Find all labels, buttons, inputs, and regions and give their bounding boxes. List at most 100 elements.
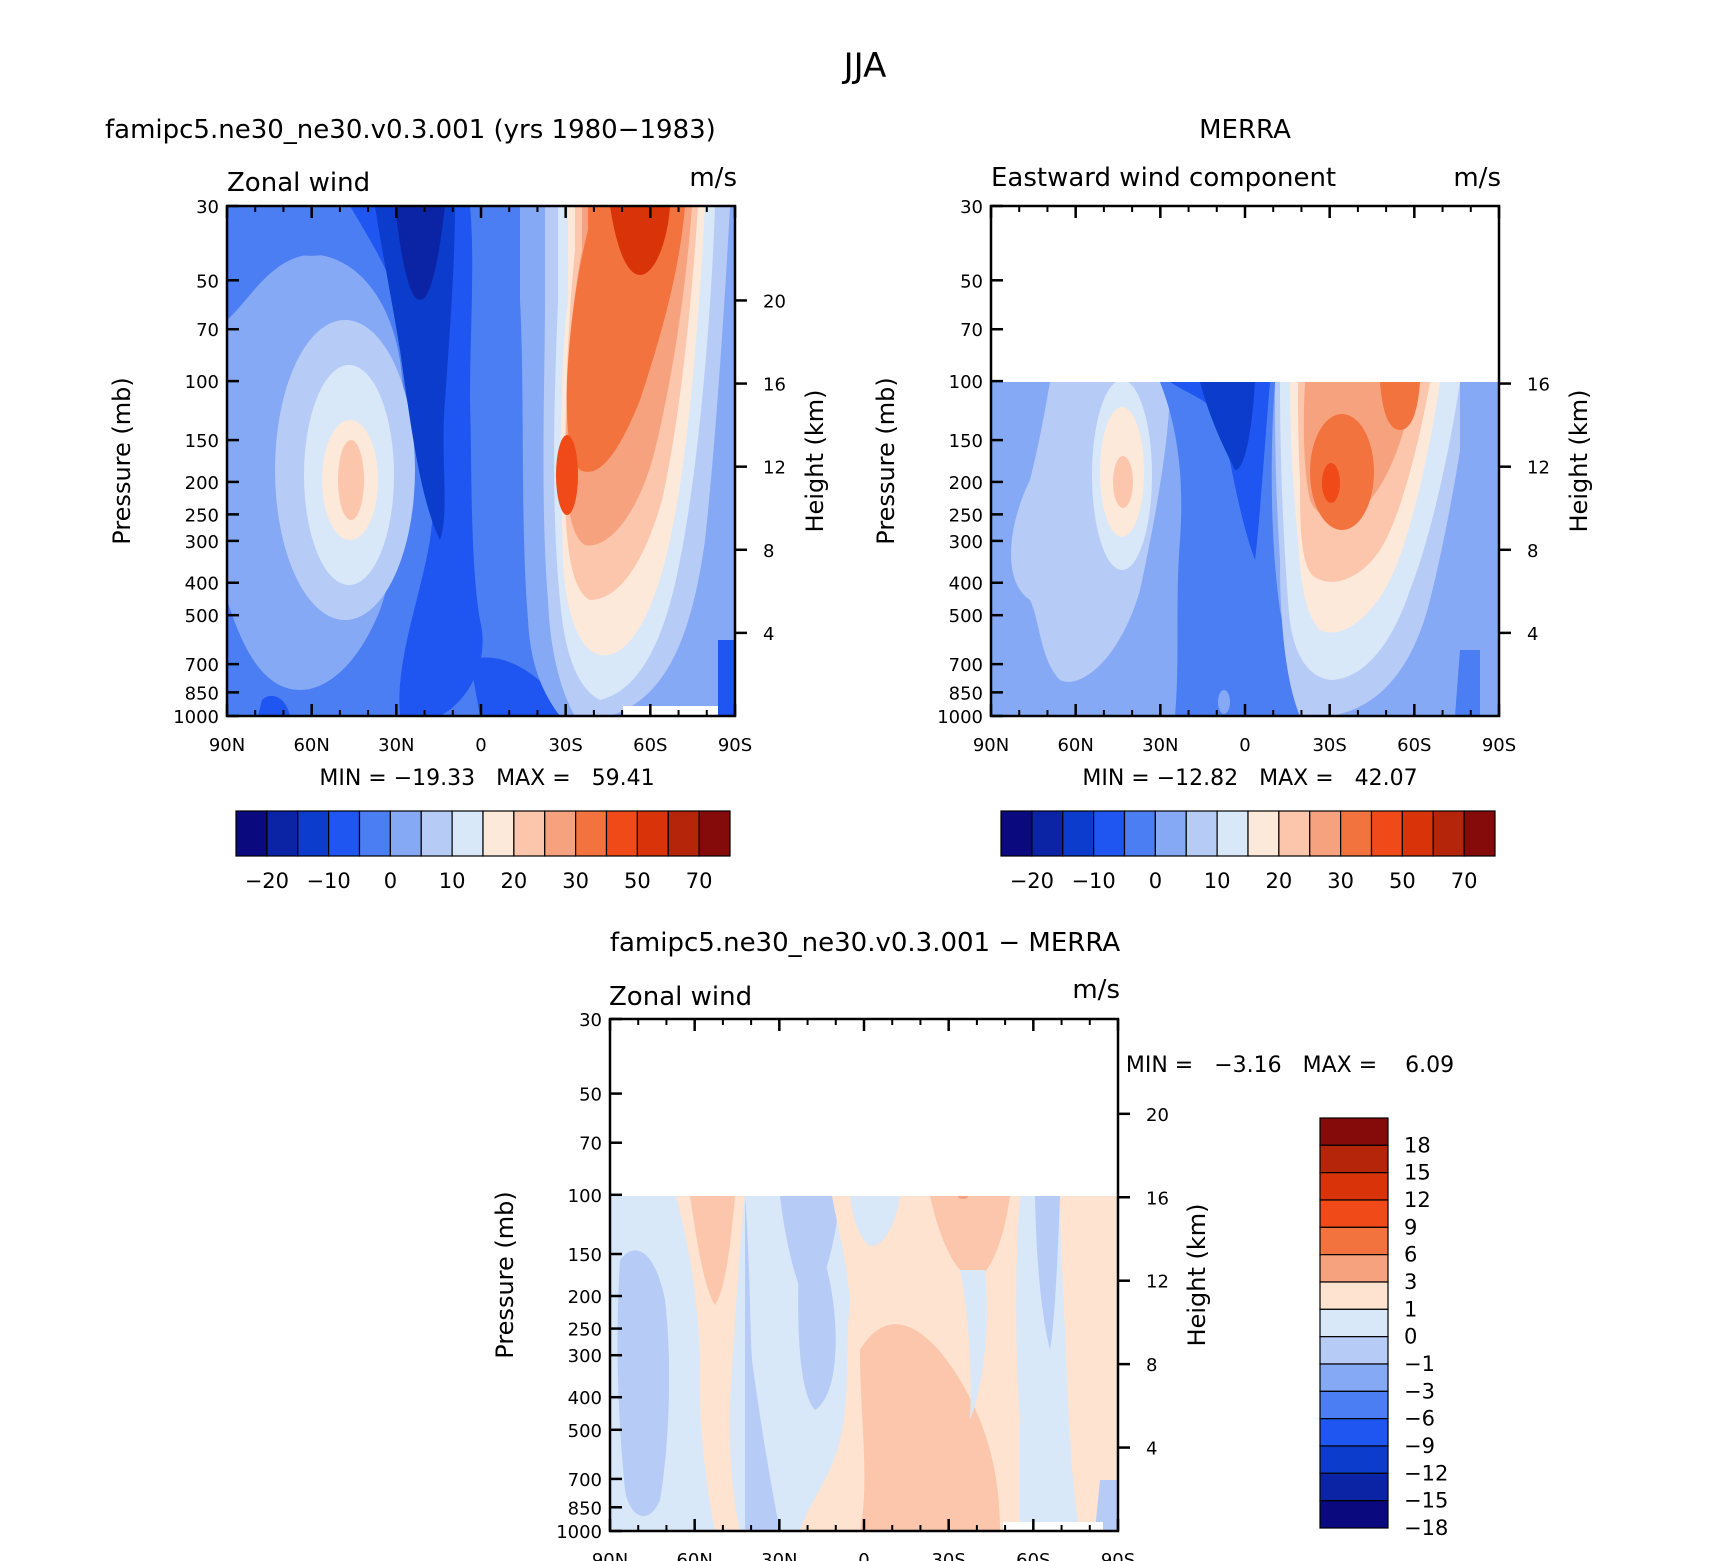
- colorbar-label: 9: [1404, 1215, 1417, 1239]
- colorbar-swatch: [1319, 1390, 1389, 1420]
- colorbar-label: 30: [562, 869, 589, 893]
- panel-diff-ylabel: Pressure (mb): [491, 1191, 519, 1358]
- y2-tick-label: 4: [763, 624, 774, 645]
- colorbar-swatch: [1062, 810, 1095, 857]
- y2-tick-label: 8: [1146, 1355, 1157, 1376]
- panel-diff-variable-label: Zonal wind: [609, 982, 752, 1012]
- colorbar-swatch: [1247, 810, 1280, 857]
- y2-tick-label: 8: [1527, 541, 1538, 562]
- panel-model-title: famipc5.ne30_ne30.v0.3.001 (yrs 1980−198…: [105, 115, 716, 145]
- figure-title: JJA: [842, 46, 887, 86]
- y2-tick-label: 16: [763, 375, 786, 396]
- y-tick-label: 300: [568, 1346, 602, 1367]
- colorbar-label: −1: [1404, 1352, 1435, 1376]
- colorbar-swatch: [1319, 1418, 1389, 1447]
- y-tick-label: 400: [185, 574, 219, 595]
- y2-tick-label: 12: [763, 458, 786, 479]
- colorbar-swatch: [328, 810, 361, 857]
- colorbar-label: −20: [245, 869, 289, 893]
- colorbar-label: −6: [1404, 1407, 1435, 1431]
- colorbar-swatch: [1154, 810, 1187, 857]
- x-tick-label: 30S: [931, 1550, 965, 1561]
- colorbar-swatch: [1123, 810, 1156, 857]
- y2-tick-label: 20: [763, 291, 786, 312]
- colorbar-swatch: [1093, 810, 1126, 857]
- panel-model-contours: [227, 206, 735, 716]
- y2-tick-label: 16: [1527, 375, 1550, 396]
- x-tick-label: 0: [1239, 735, 1250, 756]
- colorbar-label: −18: [1404, 1516, 1448, 1540]
- colorbar-swatch: [1401, 810, 1434, 857]
- y-tick-label: 500: [568, 1421, 602, 1442]
- x-tick-label: 60S: [1397, 735, 1431, 756]
- panel-model-variable-label: Zonal wind: [227, 168, 370, 198]
- panel-diff: famipc5.ne30_ne30.v0.3.001 − MERRA Zonal…: [491, 928, 1454, 1561]
- panel-model-y2label: Height (km): [801, 390, 829, 533]
- y-tick-label: 200: [949, 473, 983, 494]
- panel-model-axes: 90N 60N 30N 0 30S 60S 90S 30 50 70 100 150 200 250 300…: [173, 197, 786, 756]
- panel-model-ylabel: Pressure (mb): [108, 377, 136, 544]
- colorbar-label: 6: [1404, 1243, 1417, 1267]
- y-tick-label: 850: [568, 1498, 602, 1519]
- colorbar-swatch: [482, 810, 515, 857]
- y-tick-label: 150: [949, 431, 983, 452]
- colorbar-swatch: [1319, 1254, 1389, 1283]
- colorbar-swatch: [1319, 1445, 1389, 1474]
- colorbar-label: 0: [1404, 1325, 1417, 1349]
- y-tick-label: 700: [949, 655, 983, 676]
- panel-diff-units: m/s: [1072, 975, 1120, 1005]
- colorbar-swatch: [1319, 1336, 1389, 1365]
- colorbar-swatch: [358, 810, 391, 857]
- x-tick-label: 60N: [1057, 735, 1093, 756]
- colorbar-swatch: [667, 810, 700, 857]
- y-tick-label: 700: [568, 1470, 602, 1491]
- panel-obs-variable-label: Eastward wind component: [991, 163, 1336, 193]
- panel-obs-ylabel: Pressure (mb): [872, 377, 900, 544]
- panel-obs: MERRA Eastward wind component m/s: [872, 115, 1593, 893]
- y2-tick-label: 16: [1146, 1188, 1169, 1209]
- colorbar-label: 30: [1327, 869, 1354, 893]
- colorbar-swatch: [1319, 1199, 1389, 1228]
- y-tick-label: 30: [196, 197, 219, 218]
- y2-tick-label: 20: [1146, 1105, 1169, 1126]
- y-tick-label: 150: [185, 431, 219, 452]
- y-tick-label: 500: [949, 606, 983, 627]
- x-tick-label: 30S: [1312, 735, 1346, 756]
- colorbar-swatch: [698, 810, 731, 857]
- colorbar-swatch: [1319, 1172, 1389, 1201]
- y-tick-label: 1000: [937, 707, 983, 728]
- colorbar-swatch: [1432, 810, 1465, 857]
- panel-diff-axes: 90N 60N 30N 0 30S 60S 90S 30 50 70 100 150 200 250 300…: [556, 1010, 1169, 1561]
- panel-model-stats: MIN = −19.33 MAX = 59.41: [319, 766, 654, 791]
- colorbar-swatch: [544, 810, 577, 857]
- x-tick-label: 0: [858, 1550, 869, 1561]
- colorbar-label: −10: [1071, 869, 1115, 893]
- colorbar-swatch: [1309, 810, 1342, 857]
- y-tick-label: 70: [579, 1134, 602, 1155]
- colorbar-label: −9: [1404, 1434, 1435, 1458]
- y2-tick-label: 4: [1146, 1439, 1157, 1460]
- y-tick-label: 30: [960, 197, 983, 218]
- panel-diff-contours: [610, 1196, 1118, 1531]
- colorbar-label: 10: [1204, 869, 1231, 893]
- y-tick-label: 300: [185, 532, 219, 553]
- x-tick-label: 60S: [633, 735, 667, 756]
- x-tick-label: 30S: [548, 735, 582, 756]
- y-tick-label: 850: [949, 683, 983, 704]
- y-tick-label: 100: [568, 1186, 602, 1207]
- y-tick-label: 150: [568, 1245, 602, 1266]
- colorbar-swatch: [1370, 810, 1403, 857]
- colorbar-label: −10: [306, 869, 350, 893]
- colorbar-swatch: [297, 810, 330, 857]
- colorbar-swatch: [1000, 810, 1033, 857]
- x-tick-label: 0: [475, 735, 486, 756]
- colorbar-swatch: [1319, 1308, 1389, 1338]
- colorbar-swatch: [1319, 1500, 1389, 1529]
- panel-obs-y2label: Height (km): [1565, 390, 1593, 533]
- y-tick-label: 50: [960, 271, 983, 292]
- colorbar-swatch: [513, 810, 546, 857]
- x-tick-label: 90N: [209, 735, 245, 756]
- x-tick-label: 90N: [973, 735, 1009, 756]
- colorbar-label: 15: [1404, 1161, 1431, 1185]
- colorbar-swatch: [1185, 810, 1218, 857]
